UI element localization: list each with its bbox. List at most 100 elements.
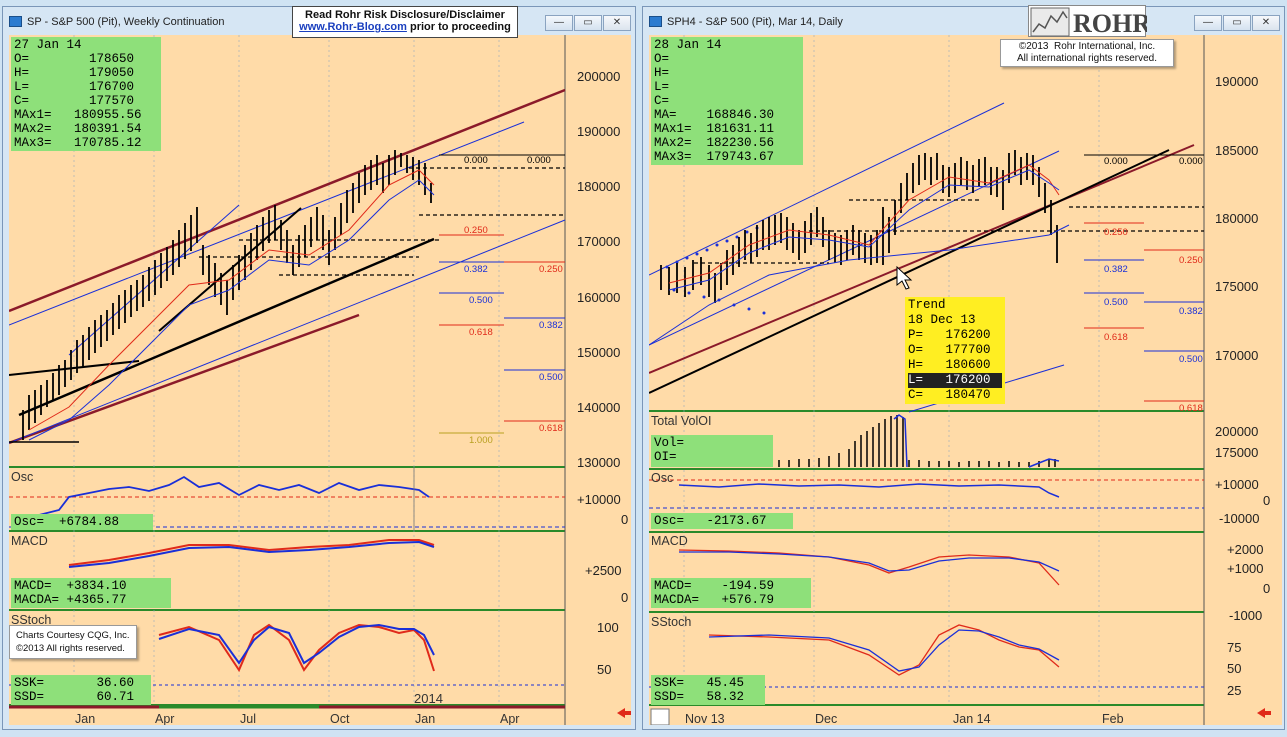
- left-window-controls: — ▭ ✕: [545, 15, 631, 31]
- fib-label: 0.500: [539, 372, 563, 383]
- fib-label: 0.500: [469, 295, 493, 306]
- time-label: Jan: [75, 712, 95, 725]
- left-osc-readout: Osc= +6784.88: [11, 514, 153, 530]
- stoch-tick: 50: [597, 662, 611, 677]
- disclaimer-line2: prior to proceeding: [406, 21, 511, 33]
- right-sstoch-readout: SSK= 45.45 SSD= 58.32: [651, 675, 765, 705]
- restore-button[interactable]: ▭: [574, 15, 602, 31]
- right-chart-window[interactable]: SPH4 - S&P 500 (Pit), Mar 14, Daily — ▭ …: [642, 6, 1285, 730]
- price-tick: 200000: [577, 69, 620, 84]
- fib-label: 0.000: [1179, 156, 1203, 167]
- time-label: Apr: [500, 712, 519, 725]
- trend-c: C= 180470: [908, 388, 991, 402]
- close-button[interactable]: ✕: [603, 15, 631, 31]
- stoch-tick: 100: [597, 620, 619, 635]
- disclaimer-line1: Read Rohr Risk Disclosure/Disclaimer: [305, 9, 505, 21]
- fib-label: 0.382: [1179, 306, 1203, 317]
- macd-tick: 0: [621, 590, 628, 605]
- fib-label: 0.382: [539, 320, 563, 331]
- time-label: Jan: [415, 712, 435, 725]
- price-tick: 170000: [577, 234, 620, 249]
- time-label: Oct: [330, 712, 350, 725]
- rohr-logo: ROHR: [1028, 5, 1147, 38]
- left-price-info-box: 27 Jan 14 O= 178650 H= 179050 L= 176700 …: [11, 37, 161, 151]
- minimize-button[interactable]: —: [1194, 15, 1222, 31]
- app-icon: [9, 16, 22, 27]
- mouse-cursor-icon: [896, 265, 913, 290]
- right-window-titlebar[interactable]: SPH4 - S&P 500 (Pit), Mar 14, Daily: [643, 7, 1284, 35]
- stoch-tick: 75: [1227, 640, 1241, 655]
- price-tick: 180000: [1215, 211, 1258, 226]
- macd-tick: +2500: [585, 563, 622, 578]
- restore-button[interactable]: ▭: [1223, 15, 1251, 31]
- vol-panel-title: Total VolOI: [651, 414, 711, 428]
- rohr-copyright: ©2013 Rohr International, Inc. All inter…: [1000, 39, 1174, 67]
- right-osc-readout: Osc= -2173.67: [651, 513, 793, 529]
- scroll-left-arrow-icon: [1257, 708, 1271, 718]
- osc-panel-title: Osc: [651, 471, 673, 485]
- fib-label: 0.250: [464, 225, 488, 236]
- right-window-title: SPH4 - S&P 500 (Pit), Mar 14, Daily: [667, 16, 843, 28]
- year-label: 2014: [414, 691, 443, 706]
- price-tick: 180000: [577, 179, 620, 194]
- fib-label: 0.500: [1179, 354, 1203, 365]
- fib-label: 0.382: [464, 264, 488, 275]
- trend-o: O= 177700: [908, 343, 991, 357]
- fib-label: 0.000: [527, 155, 551, 166]
- right-price-info-box: 28 Jan 14 O= H= L= C= MA= 168846.30 MAx1…: [651, 37, 803, 165]
- fib-label: 0.000: [464, 155, 488, 166]
- left-window-titlebar[interactable]: SP - S&P 500 (Pit), Weekly Continuation: [3, 7, 635, 35]
- left-sstoch-readout: SSK= 36.60 SSD= 60.71: [11, 675, 151, 705]
- rohr-logo-text: ROHR: [1073, 9, 1147, 38]
- trend-date: 18 Dec 13: [908, 313, 976, 327]
- right-vol-readout: Vol= OI=: [651, 435, 773, 467]
- time-label: Nov 13: [685, 712, 725, 725]
- left-macd-readout: MACD= +3834.10 MACDA= +4365.77: [11, 578, 171, 608]
- time-label: Apr: [155, 712, 174, 725]
- macd-tick: +1000: [1227, 561, 1264, 576]
- trend-title: Trend: [908, 298, 946, 312]
- time-label: Jan 14: [953, 712, 991, 725]
- fib-label: 0.618: [1104, 332, 1128, 343]
- app-icon: [649, 16, 662, 27]
- fib-label: 0.500: [1104, 297, 1128, 308]
- trend-p: P= 176200: [908, 328, 991, 342]
- right-macd-readout: MACD= -194.59 MACDA= +576.79: [651, 578, 811, 608]
- fib-label: 0.618: [1179, 403, 1203, 414]
- close-button[interactable]: ✕: [1252, 15, 1280, 31]
- time-label: Jul: [240, 712, 256, 725]
- stoch-tick: 50: [1227, 661, 1241, 676]
- fib-label: 0.000: [1104, 156, 1128, 167]
- sstoch-panel-title: SStoch: [651, 615, 691, 629]
- trend-tooltip: Trend 18 Dec 13 P= 176200 O= 177700 H= 18060…: [905, 297, 1005, 404]
- macd-panel-title: MACD: [651, 534, 688, 548]
- price-tick: 170000: [1215, 348, 1258, 363]
- osc-panel-title: Osc: [11, 470, 33, 484]
- osc-tick: -10000: [1219, 511, 1259, 526]
- left-chart-area[interactable]: 200000 190000 180000 170000 160000 15000…: [9, 35, 631, 725]
- minimize-button[interactable]: —: [545, 15, 573, 31]
- disclaimer-banner: Read Rohr Risk Disclosure/Disclaimer www…: [292, 6, 518, 38]
- vol-tick: 200000: [1215, 424, 1258, 439]
- right-window-controls: — ▭ ✕: [1194, 15, 1280, 31]
- price-tick: 150000: [577, 345, 620, 360]
- price-tick: 190000: [577, 124, 620, 139]
- osc-tick: +10000: [1215, 477, 1259, 492]
- right-chart-area[interactable]: 190000 185000 180000 175000 170000 20000…: [649, 35, 1282, 725]
- left-chart-window[interactable]: SP - S&P 500 (Pit), Weekly Continuation …: [2, 6, 636, 730]
- fib-label: 0.250: [539, 264, 563, 275]
- time-label: Dec: [815, 712, 837, 725]
- price-tick: 175000: [1215, 279, 1258, 294]
- osc-tick: 0: [621, 512, 628, 527]
- price-tick: 130000: [577, 455, 620, 470]
- sstoch-panel-title: SStoch: [11, 613, 51, 627]
- trend-h: H= 180600: [908, 358, 991, 372]
- price-tick: 160000: [577, 290, 620, 305]
- osc-tick: 0: [1263, 493, 1270, 508]
- fib-label: 0.382: [1104, 264, 1128, 275]
- fib-label: 0.250: [1104, 227, 1128, 238]
- osc-tick: +10000: [577, 492, 621, 507]
- scroll-left-arrow-icon: [617, 708, 631, 718]
- time-label: Feb: [1102, 712, 1124, 725]
- rohr-blog-link[interactable]: www.Rohr-Blog.com: [299, 21, 407, 33]
